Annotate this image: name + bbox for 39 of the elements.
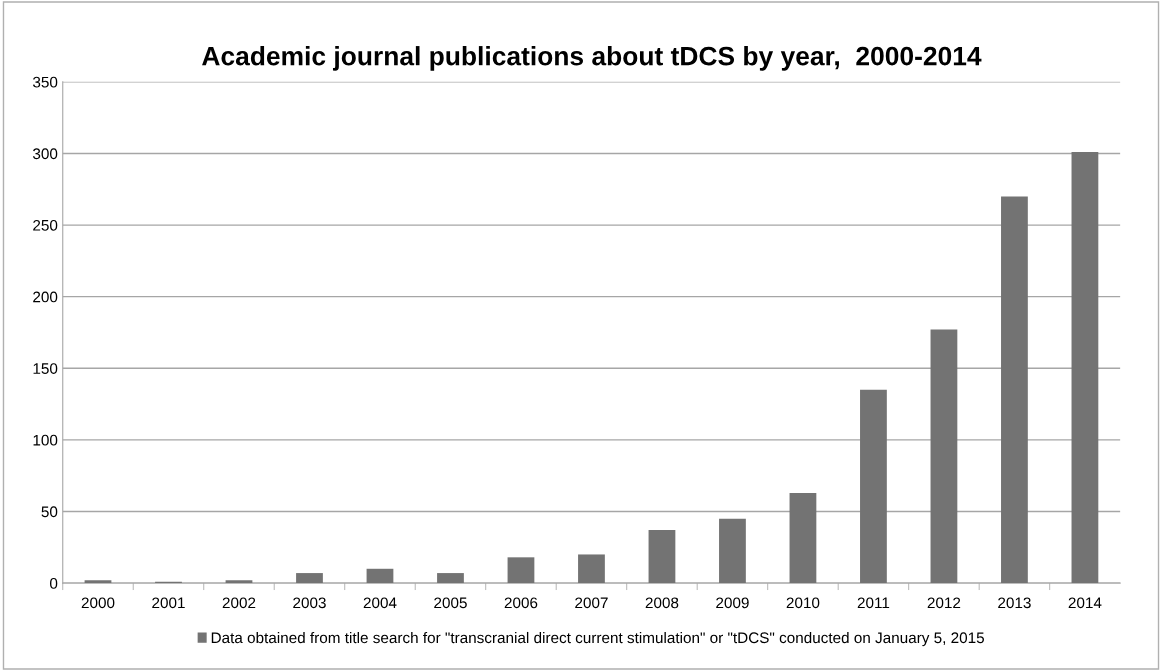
- bar: [648, 530, 676, 584]
- y-tick-label: 300: [32, 148, 58, 160]
- x-tick-label: 2004: [363, 597, 397, 609]
- x-tick-label: 2007: [575, 597, 608, 609]
- y-tick-label: 150: [33, 363, 58, 374]
- x-tick-label: 2013: [998, 597, 1031, 609]
- x-tick-label: 2011: [857, 597, 890, 609]
- bar: [578, 554, 605, 584]
- x-tick-label: 2012: [927, 597, 961, 609]
- x-tick-label: 2006: [504, 597, 538, 609]
- x-tick-label: 2009: [716, 597, 749, 609]
- x-tick-label: 2005: [434, 597, 467, 609]
- chart-title: Academic journal publications about tDCS by year, 2000-2014: [202, 46, 982, 71]
- x-tick-label: 2010: [786, 597, 820, 609]
- bar: [84, 580, 112, 584]
- bar: [225, 580, 253, 584]
- legend-label: Data obtained from title search for "transcranial direct current stimulation" or "tDCS" conducted on January 5, 2015: [211, 631, 984, 647]
- y-tick-label: 50: [41, 506, 58, 518]
- bar: [507, 557, 535, 584]
- x-tick-label: 2000: [81, 597, 115, 609]
- y-tick-label: 100: [33, 434, 58, 446]
- y-tick-label: 0: [49, 577, 58, 589]
- bar: [296, 573, 323, 584]
- bar: [366, 568, 394, 584]
- x-tick-label: 2003: [293, 597, 326, 609]
- bar: [437, 573, 464, 584]
- y-tick-label: 250: [33, 219, 58, 231]
- bar: [930, 329, 958, 584]
- x-tick-label: 2008: [645, 597, 679, 609]
- y-tick-label: 350: [32, 76, 58, 88]
- bar: [719, 518, 746, 584]
- bar: [860, 389, 887, 584]
- bar: [789, 492, 817, 584]
- x-tick-label: 2001: [152, 597, 185, 609]
- x-tick-label: 2014: [1068, 597, 1102, 609]
- y-tick-label: 200: [33, 291, 58, 303]
- bar: [1071, 152, 1099, 584]
- x-tick-label: 2002: [222, 597, 256, 609]
- bar: [1001, 196, 1028, 584]
